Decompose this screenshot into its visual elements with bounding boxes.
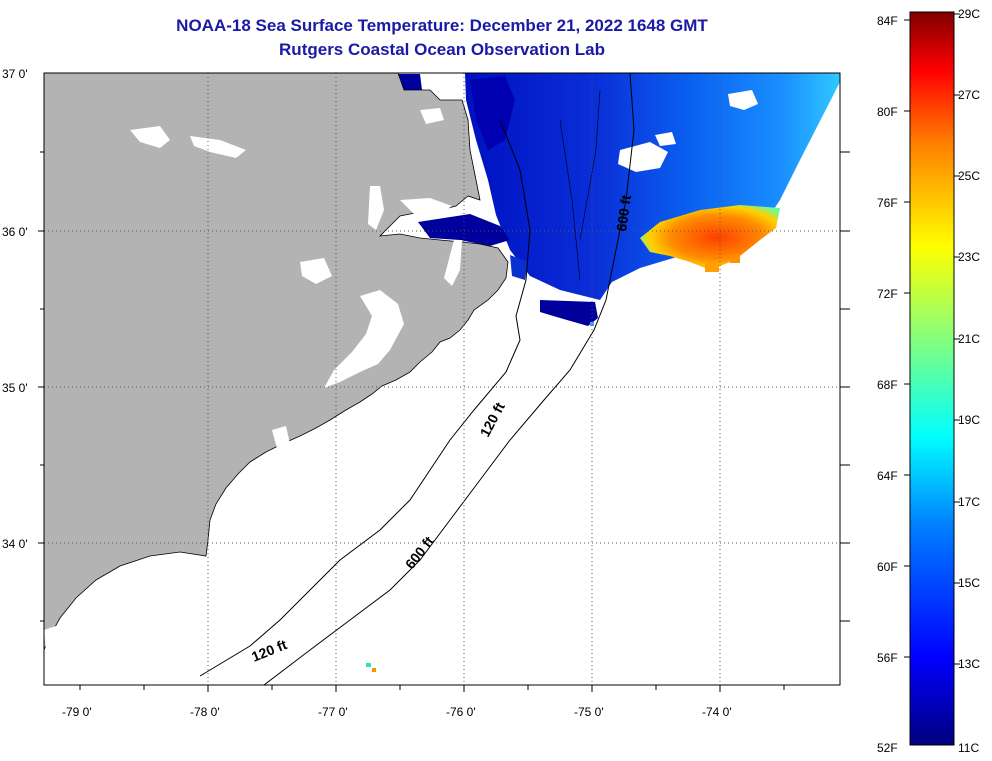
map-subtitle: Rutgers Coastal Ocean Observation Lab [279,40,605,59]
lon-label: -76 0' [446,705,476,719]
colorbar-f-label: 64F [877,469,898,483]
lon-label: -77 0' [318,705,348,719]
colorbar: 84F 80F 76F 72F 68F 64F 60F 56F 52F 29C … [877,7,980,755]
sst-swath [465,73,840,300]
lon-label: -75 0' [574,705,604,719]
colorbar-c-label: 25C [958,169,980,183]
contour-600ft [263,73,635,685]
colorbar-f-label: 68F [877,378,898,392]
gulf-stream-warm-core [640,205,780,270]
lon-label: -74 0' [702,705,732,719]
lat-label: 37 0' [2,67,28,81]
colorbar-c-label: 29C [958,7,980,21]
colorbar-c-label: 17C [958,495,980,509]
contour-120ft [199,119,531,677]
contour-label-600-north: 600 ft [613,194,634,233]
colorbar-c-label: 23C [958,250,980,264]
colorbar-f-label: 60F [877,560,898,574]
colorbar-c-label: 27C [958,88,980,102]
colorbar-f-label: 80F [877,105,898,119]
lat-label: 35 0' [2,381,28,395]
land-mass [44,73,509,651]
lon-label: -78 0' [190,705,220,719]
map-title: NOAA-18 Sea Surface Temperature: Decembe… [176,16,708,35]
lat-label: 34 0' [2,537,28,551]
colorbar-f-label: 84F [877,14,898,28]
colorbar-c-label: 15C [958,576,980,590]
colorbar-f-label: 56F [877,651,898,665]
colorbar-f-label: 76F [877,196,898,210]
colorbar-c-label: 11C [958,741,979,755]
lat-label: 36 0' [2,225,28,239]
colorbar-c-label: 21C [958,332,980,346]
lon-label: -79 0' [62,705,92,719]
colorbar-f-label: 72F [877,287,898,301]
colorbar-c-label: 19C [958,413,980,427]
colorbar-f-label: 52F [877,741,898,755]
graticule [44,73,840,685]
colorbar-c-label: 13C [958,657,980,671]
